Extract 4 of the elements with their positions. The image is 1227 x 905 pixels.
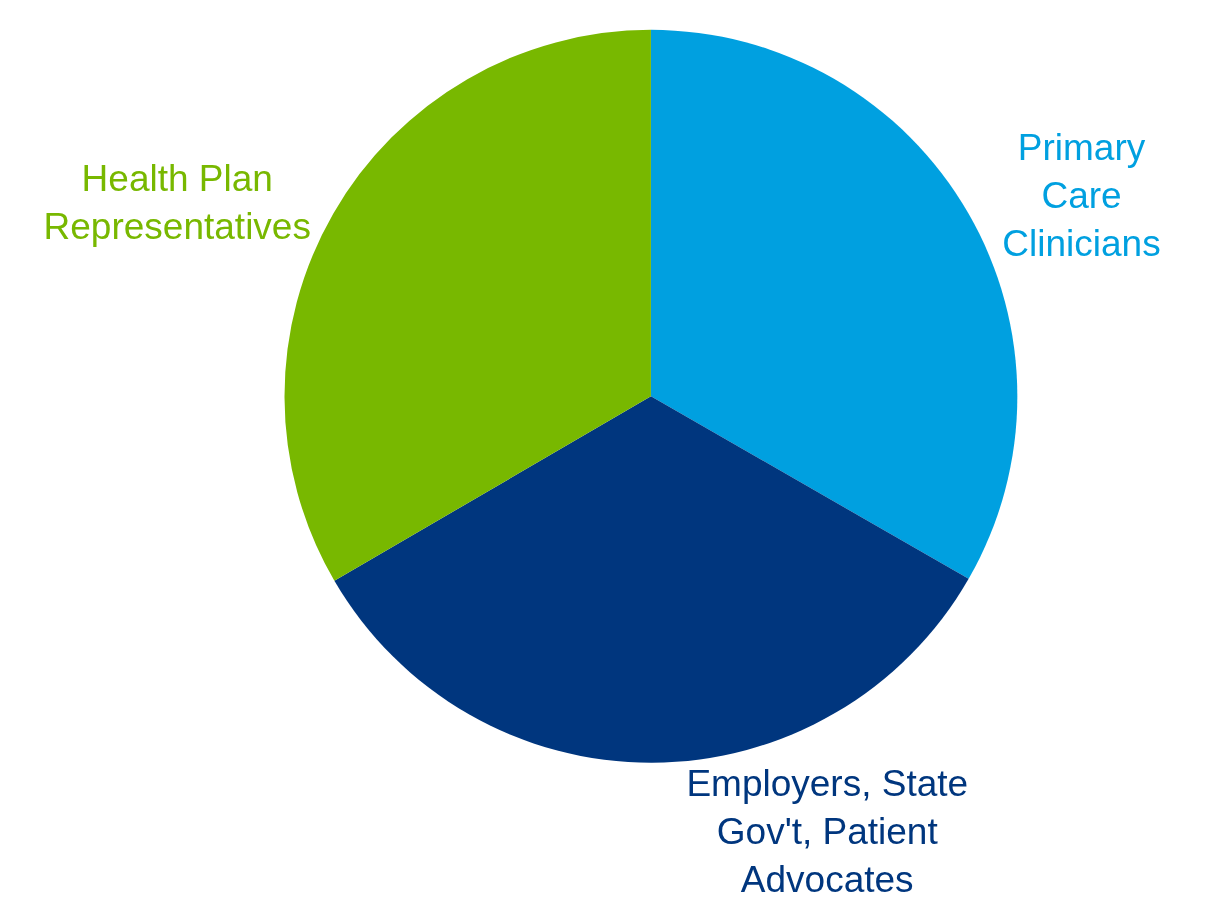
slice-label: Health Plan Representatives: [43, 158, 311, 248]
slice-label: Primary Care Clinicians: [1002, 126, 1161, 265]
slice-label: Employers, State Gov't, Patient Advocates: [686, 762, 969, 900]
pie-slice: [334, 396, 969, 763]
